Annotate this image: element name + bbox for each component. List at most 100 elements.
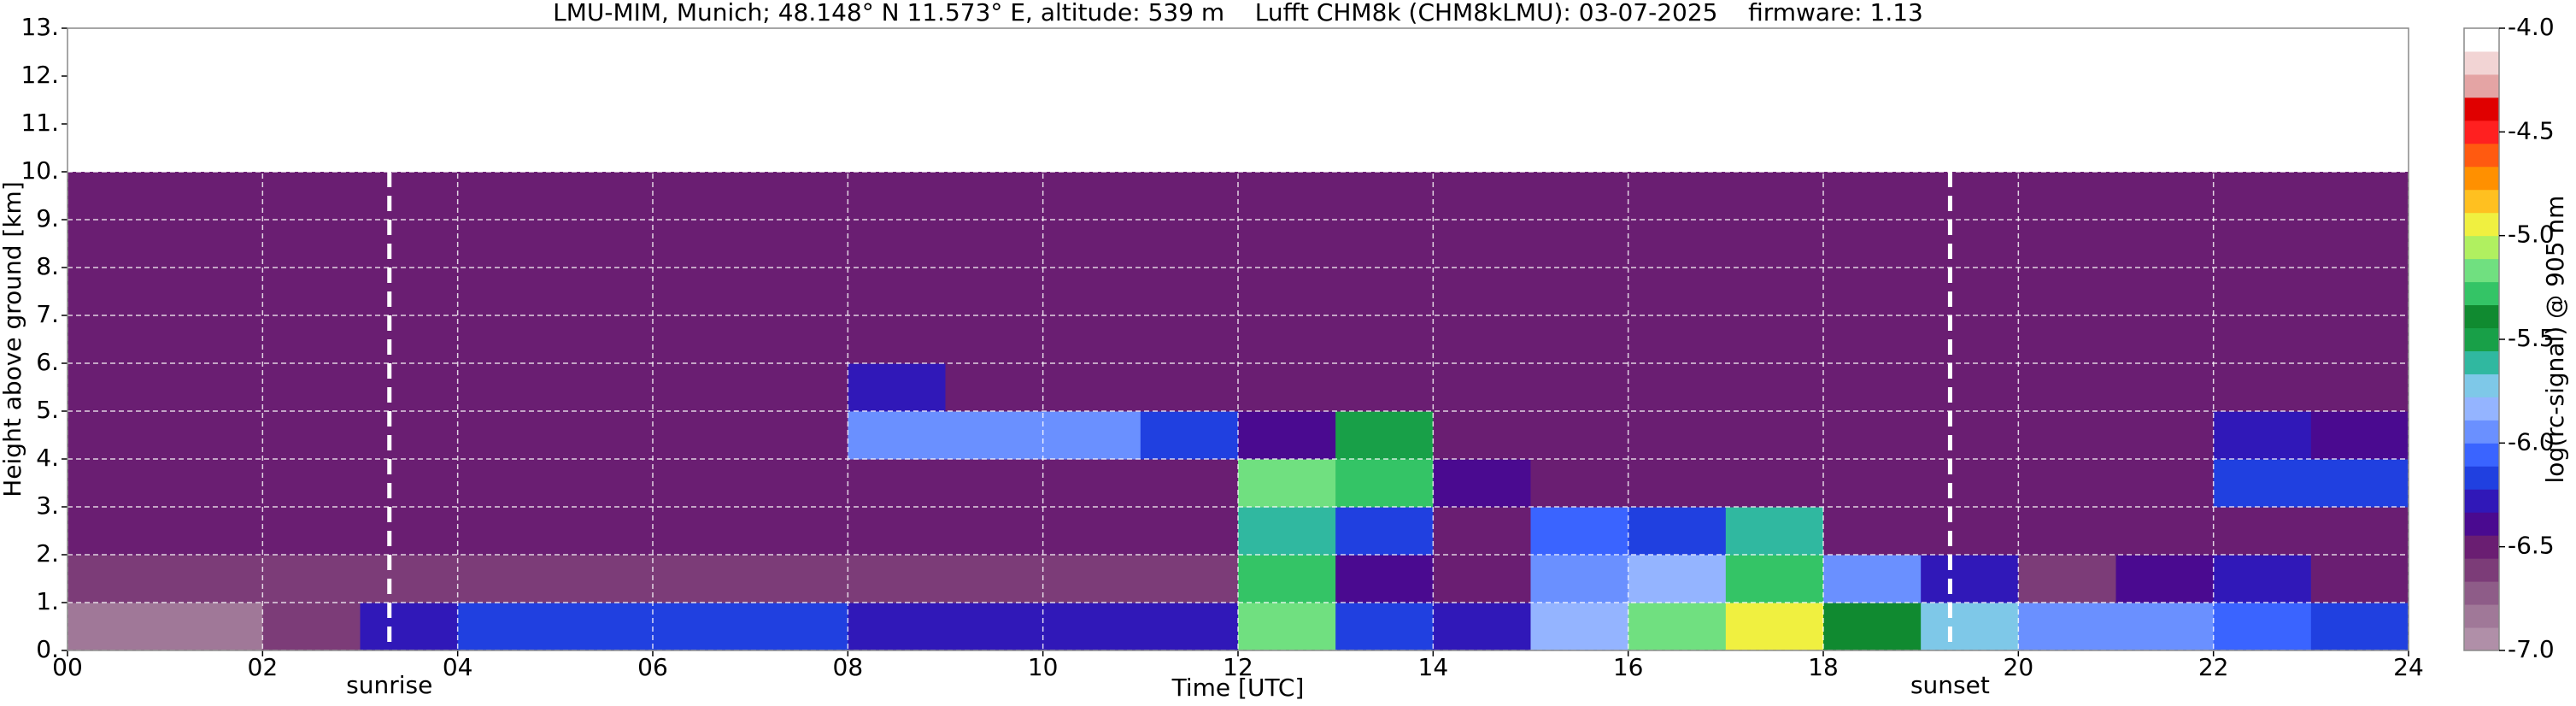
heatmap-cell [262, 363, 361, 412]
colorbar-band [2464, 374, 2499, 397]
colorbar-band [2464, 212, 2499, 237]
x-tick-label: 00 [52, 653, 83, 681]
heatmap-cell [262, 603, 361, 651]
heatmap-cell [360, 363, 459, 412]
heatmap-cell [1530, 411, 1629, 460]
heatmap-cell [457, 172, 556, 221]
heatmap-cell [1725, 459, 1824, 508]
heatmap-cell [457, 315, 556, 364]
heatmap-cell [165, 268, 263, 316]
heatmap-cell [1725, 363, 1824, 412]
heatmap-cell [1823, 555, 1922, 603]
colorbar-band [2464, 466, 2499, 490]
x-tick-label: 16 [1613, 653, 1644, 681]
colorbar-tick-label: -4.0 [2508, 13, 2555, 41]
heatmap-cell [1335, 172, 1434, 221]
heatmap-cell [1530, 507, 1629, 556]
heatmap-cell [360, 268, 459, 316]
heatmap-cell [1140, 220, 1239, 268]
heatmap-cell [1823, 268, 1922, 316]
heatmap-cell [1628, 268, 1727, 316]
y-tick-label: 13. [21, 13, 59, 41]
heatmap-cell [1921, 172, 2019, 221]
heatmap-cell [1530, 172, 1629, 221]
heatmap-cell [1823, 220, 1922, 268]
heatmap-cell [2213, 507, 2312, 556]
heatmap-cell [1530, 220, 1629, 268]
colorbar-band [2464, 304, 2499, 329]
heatmap-cell [1238, 172, 1336, 221]
heatmap-cell [2213, 363, 2312, 412]
heatmap-cell [750, 603, 848, 651]
heatmap-cell [653, 603, 751, 651]
heatmap-cell [165, 315, 263, 364]
x-tick-label: 08 [833, 653, 864, 681]
heatmap-cell [1628, 507, 1727, 556]
heatmap-cell [1530, 363, 1629, 412]
heatmap-cell [555, 603, 654, 651]
y-tick-label: 2. [36, 539, 59, 568]
heatmap-cell [1335, 363, 1434, 412]
y-axis-label: Height above ground [km] [0, 181, 26, 497]
heatmap-cell [1725, 220, 1824, 268]
heatmap-cell [1042, 172, 1141, 221]
chart-title: LMU-MIM, Munich; 48.148° N 11.573° E, al… [553, 0, 1923, 26]
heatmap-cell [653, 411, 751, 460]
heatmap-cell [1725, 411, 1824, 460]
heatmap-cell [2310, 315, 2409, 364]
y-tick-label: 4. [36, 444, 59, 472]
heatmap-cell [1628, 555, 1727, 603]
heatmap-cell [67, 507, 166, 556]
heatmap-cell [1823, 315, 1922, 364]
heatmap-cell [555, 315, 654, 364]
heatmap-cell [1725, 268, 1824, 316]
heatmap-cell [1238, 555, 1336, 603]
heatmap-cell [2310, 363, 2409, 412]
heatmap-cell [165, 411, 263, 460]
heatmap-cell [2213, 315, 2312, 364]
heatmap-cell [1823, 172, 1922, 221]
heatmap-cell [2018, 507, 2116, 556]
heatmap-cell [1042, 603, 1141, 651]
heatmap-cell [360, 220, 459, 268]
colorbar-band [2464, 143, 2499, 168]
x-tick-label: 18 [1808, 653, 1839, 681]
heatmap-cell [848, 268, 946, 316]
heatmap-cell [1042, 411, 1141, 460]
heatmap-cell [1530, 555, 1629, 603]
heatmap-cell [1823, 411, 1922, 460]
y-tick-label: 9. [36, 204, 59, 232]
heatmap-cell [848, 315, 946, 364]
colorbar-band [2464, 120, 2499, 144]
heatmap-cell [67, 172, 166, 221]
colorbar-band [2464, 420, 2499, 444]
x-tick-label: 22 [2198, 653, 2229, 681]
heatmap-cell [1238, 411, 1336, 460]
heatmap-cell [1335, 220, 1434, 268]
colorbar-band [2464, 28, 2499, 52]
heatmap-cell [848, 411, 946, 460]
x-tick-label: 04 [443, 653, 473, 681]
heatmap-cell [2310, 411, 2409, 460]
heatmap-cell [1335, 268, 1434, 316]
heatmap-cell [1433, 459, 1531, 508]
heatmap-cell [1140, 603, 1239, 651]
heatmap-cell [262, 220, 361, 268]
heatmap-cell [262, 268, 361, 316]
heatmap-cell [1628, 172, 1727, 221]
heatmap-cell [1433, 363, 1531, 412]
heatmap-cell [262, 459, 361, 508]
heatmap-cell [1433, 268, 1531, 316]
colorbar-band [2464, 512, 2499, 536]
heatmap-cell [2213, 459, 2312, 508]
colorbar-band [2464, 489, 2499, 513]
heatmap-cell [750, 555, 848, 603]
heatmap-cell [457, 220, 556, 268]
heatmap-cell [750, 363, 848, 412]
heatmap-cell [653, 172, 751, 221]
y-tick-label: 12. [21, 61, 59, 89]
x-axis-label: Time [UTC] [1171, 674, 1305, 702]
heatmap-cell [1042, 555, 1141, 603]
heatmap-cell [165, 555, 263, 603]
heatmap-cell [2310, 603, 2409, 651]
